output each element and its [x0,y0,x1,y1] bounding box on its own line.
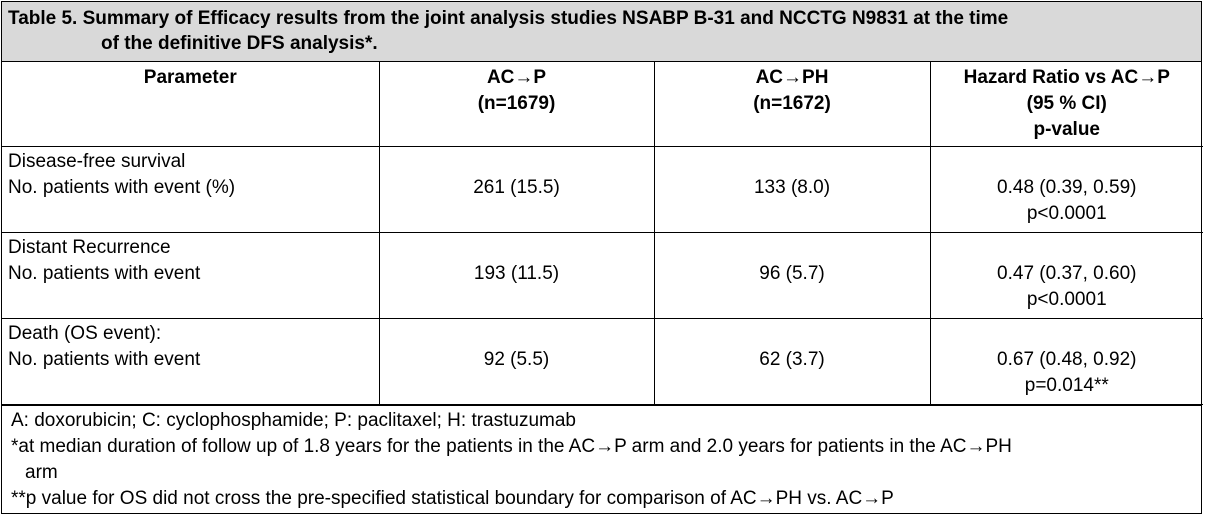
cell-acp: 92 (5.5) [378,317,655,405]
row-label-subtitle: No. patients with event (%) [8,176,236,198]
column-header-pvalue: p-value [1033,119,1101,140]
table-title: Table 5. Summary of Efficacy results fro… [2,2,1201,62]
footnote-double-star: **p value for OS did not cross the pre-s… [11,487,894,509]
column-header-text: Parameter [143,67,237,88]
table-row-disease-free-survival: Disease-free survival No. patients with … [2,145,1203,233]
column-header-text: AC→PH [755,67,829,88]
hazard-ratio-value: 0.48 (0.39, 0.59) [997,176,1137,198]
table-title-line-2: of the definitive DFS analysis*. [101,33,378,54]
cell-acph: 96 (5.7) [653,231,931,319]
hazard-ratio-value: 0.47 (0.37, 0.60) [997,262,1137,284]
row-label-title: Distant Recurrence [8,236,171,258]
column-header-hazard-ratio: Hazard Ratio vs AC→P (95 % CI) p-value [929,62,1203,147]
cell-hazard-ratio: 0.48 (0.39, 0.59) p<0.0001 [929,145,1203,233]
row-label-title: Death (OS event): [8,322,162,344]
column-header-n: (n=1679) [477,93,556,114]
footnote-abbreviations: A: doxorubicin; C: cyclophosphamide; P: … [11,409,576,431]
hazard-ratio-value: 0.67 (0.48, 0.92) [997,348,1137,370]
p-value: p<0.0001 [1026,202,1107,224]
row-label: Death (OS event): No. patients with even… [2,317,380,405]
cell-hazard-ratio: 0.67 (0.48, 0.92) p=0.014** [929,317,1203,405]
column-header-text: AC→P [486,67,547,88]
table-row-distant-recurrence: Distant Recurrence No. patients with eve… [2,231,1203,319]
column-header-parameter: Parameter [2,62,380,147]
column-header-text: Hazard Ratio vs AC→P [963,67,1170,88]
footnote-star-line-2: arm [25,461,58,483]
column-header-n: (n=1672) [753,93,831,114]
header-row: Parameter AC→P (n=1679) AC→PH (n=1672) H… [2,62,1203,147]
cell-hazard-ratio: 0.47 (0.37, 0.60) p<0.0001 [929,231,1203,319]
column-header-ci: (95 % CI) [1026,93,1107,114]
row-label-subtitle: No. patients with event [8,348,201,370]
table-row-death-os-event: Death (OS event): No. patients with even… [2,317,1203,405]
cell-acp: 193 (11.5) [378,231,655,319]
row-label-title: Disease-free survival [8,150,186,172]
row-label-subtitle: No. patients with event [8,262,201,284]
column-header-acp: AC→P (n=1679) [378,62,655,147]
cell-acph: 133 (8.0) [653,145,931,233]
p-value: p<0.0001 [1026,288,1107,310]
table-footnotes: A: doxorubicin; C: cyclophosphamide; P: … [2,404,1201,512]
row-label: Disease-free survival No. patients with … [2,145,380,233]
column-header-acph: AC→PH (n=1672) [653,62,931,147]
efficacy-table: Parameter AC→P (n=1679) AC→PH (n=1672) H… [2,62,1203,405]
footnote-star-line-1: *at median duration of follow up of 1.8 … [11,435,1012,457]
cell-acp: 261 (15.5) [378,145,655,233]
table-title-line-1: Table 5. Summary of Efficacy results fro… [8,8,1009,29]
row-label: Distant Recurrence No. patients with eve… [2,231,380,319]
p-value: p=0.014** [1024,374,1109,396]
cell-acph: 62 (3.7) [653,317,931,405]
